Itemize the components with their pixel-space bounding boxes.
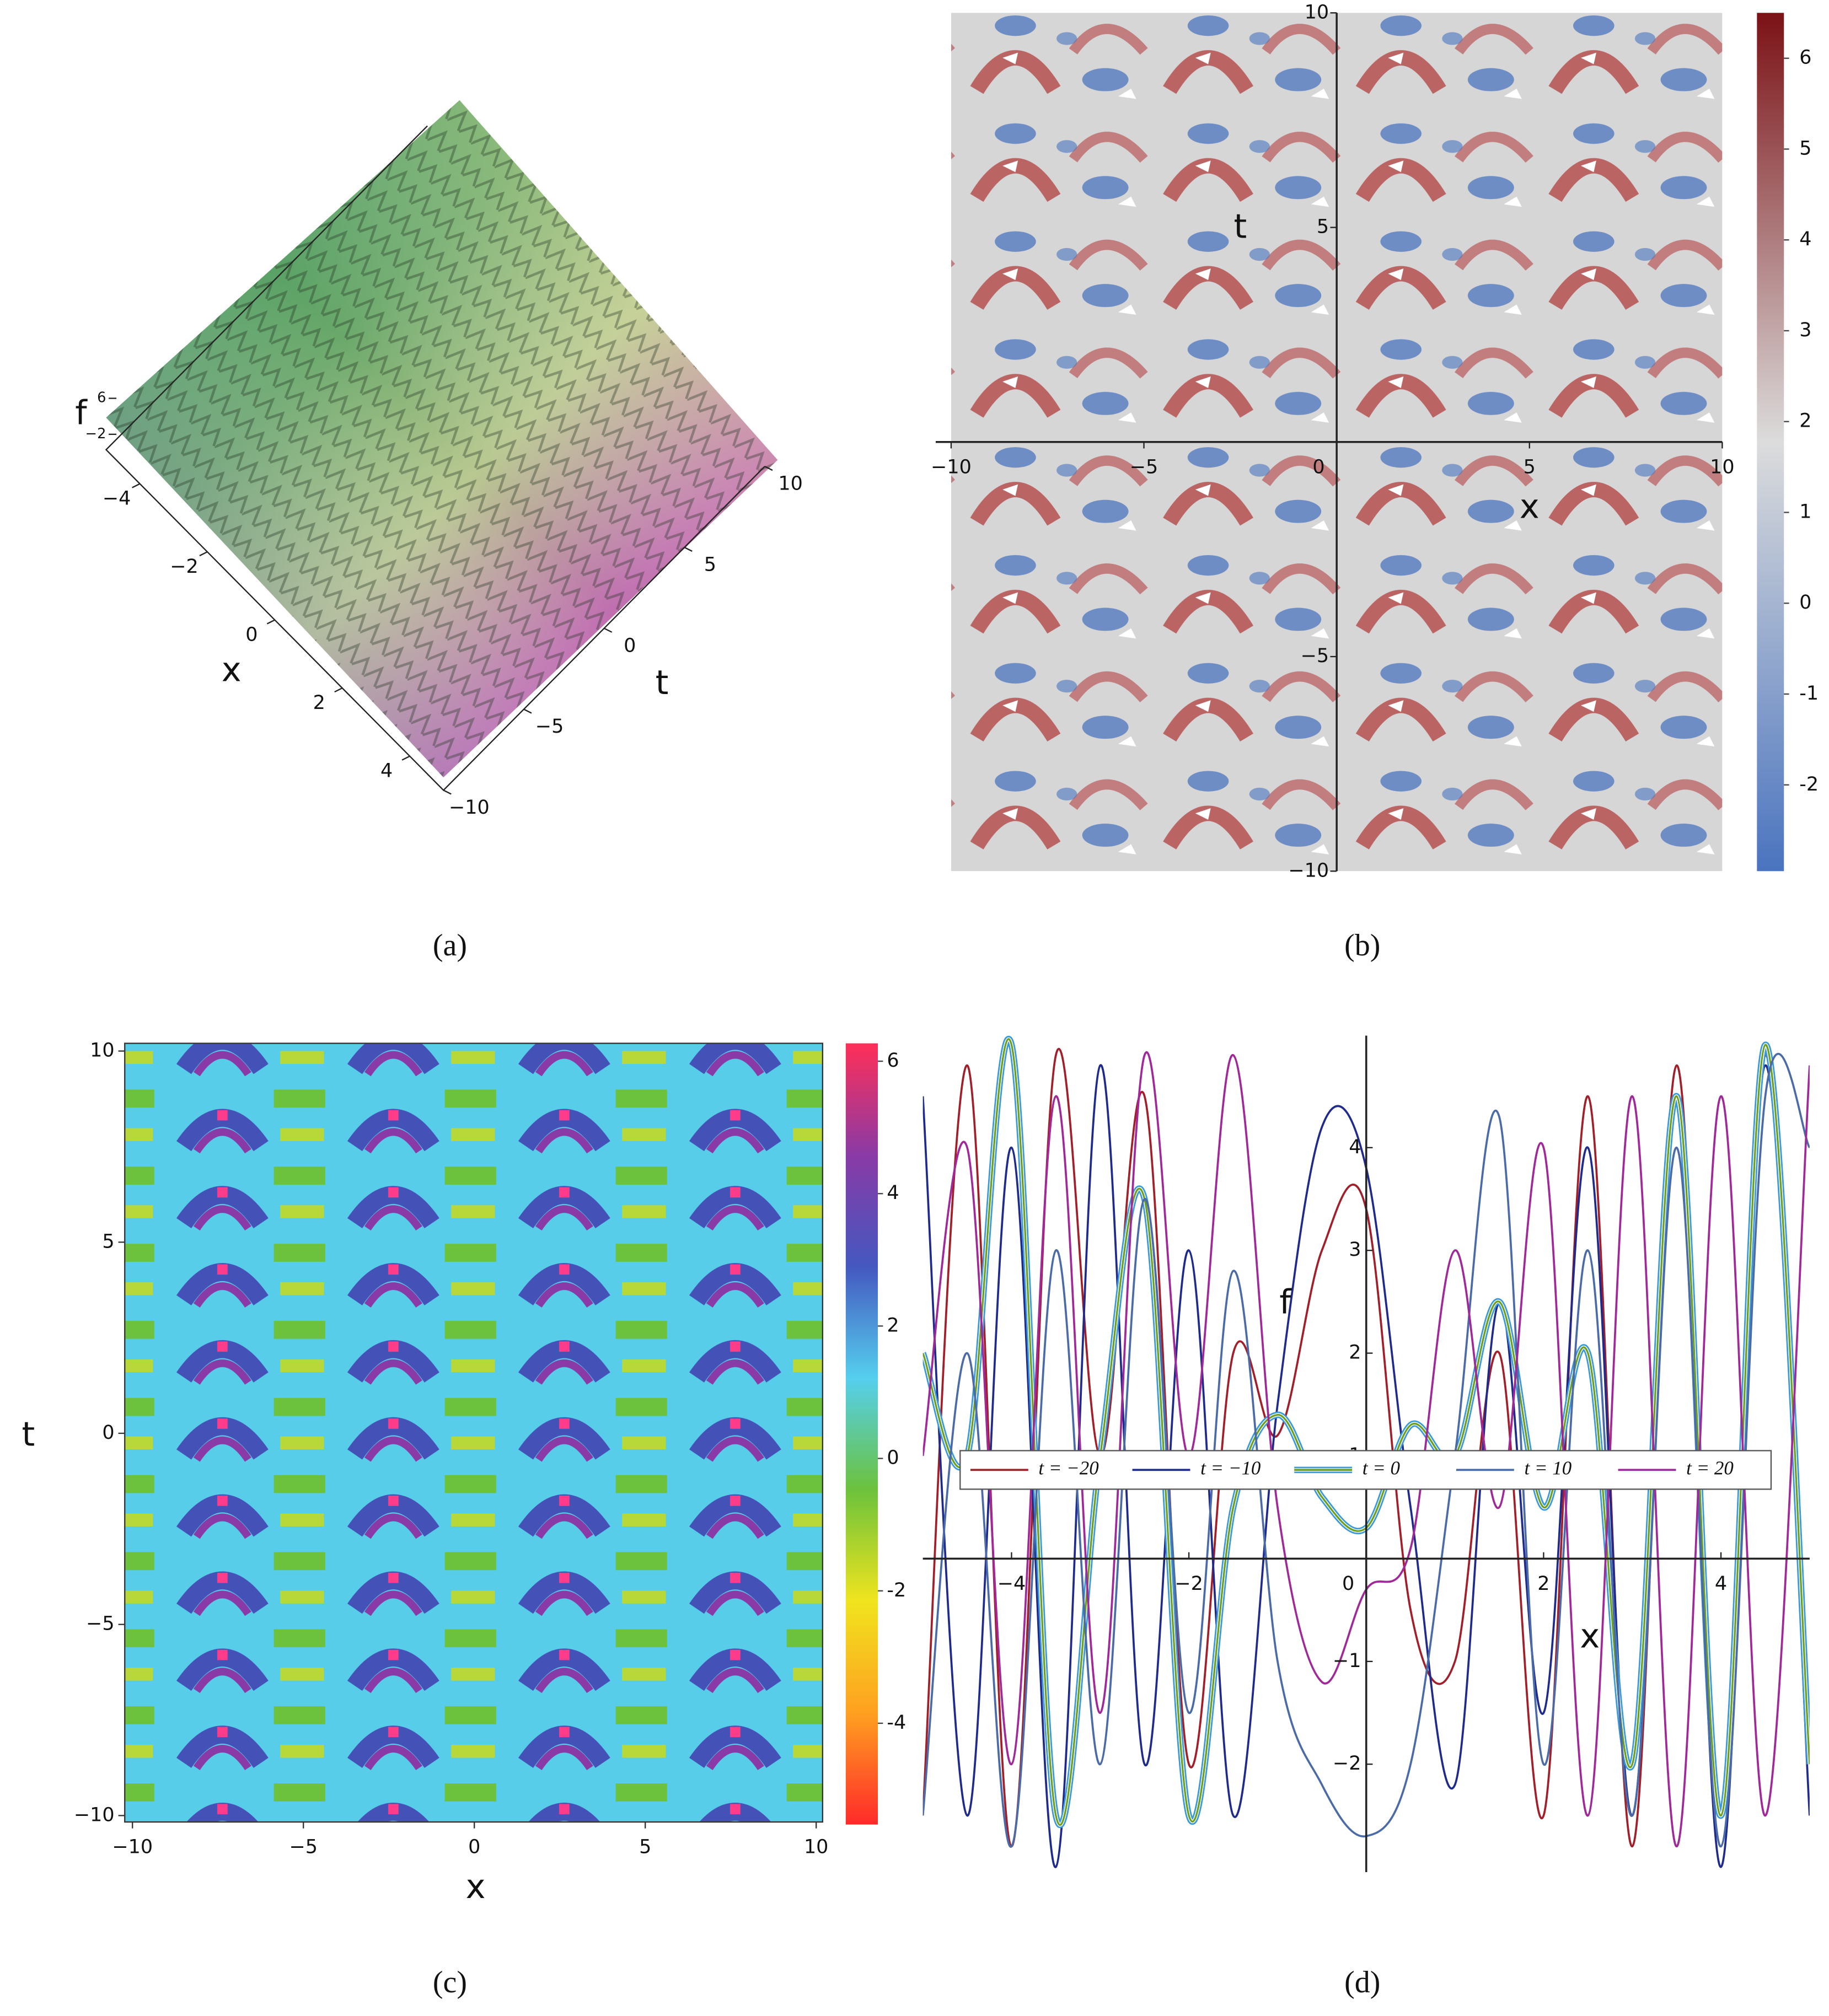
x-tick-label: 5 xyxy=(1524,456,1536,478)
colorbar-tick-label: 2 xyxy=(887,1314,899,1336)
y-tick-label: −10 xyxy=(1288,859,1329,881)
y-axis-label: t xyxy=(1233,207,1247,246)
y-tick-label: 10 xyxy=(1305,1,1329,23)
colorbar-tick-label: 2 xyxy=(1799,410,1811,432)
colorbar-tick-label: 0 xyxy=(887,1447,899,1469)
y-tick xyxy=(443,789,452,795)
x-axis-label: x xyxy=(222,651,242,690)
y-tick xyxy=(764,466,773,471)
z-tick-label: 6 xyxy=(97,390,106,406)
colorbar-tick-label: 6 xyxy=(887,1050,899,1072)
y-tick-label: 5 xyxy=(704,554,716,576)
x-tick-label: 10 xyxy=(804,1836,828,1858)
x-tick xyxy=(266,619,275,625)
y-tick-label: 0 xyxy=(624,635,636,657)
x-tick-label: −10 xyxy=(112,1836,153,1858)
y-tick-label: 5 xyxy=(1317,216,1329,238)
colorbar-tick-label: -4 xyxy=(887,1712,906,1734)
y-tick-label: 10 xyxy=(778,473,802,495)
caption: (c) xyxy=(433,1965,467,1999)
y-tick xyxy=(684,546,693,552)
caption: (b) xyxy=(1344,928,1380,963)
x-tick-label: −10 xyxy=(931,456,972,478)
x-tick-label: 4 xyxy=(380,760,393,782)
y-tick-label: −10 xyxy=(449,797,490,819)
x-tick xyxy=(199,551,208,557)
colorbar xyxy=(1757,13,1784,872)
y-tick-label: 5 xyxy=(102,1230,114,1252)
y-tick-label: −5 xyxy=(86,1613,115,1635)
legend-box xyxy=(959,1450,1772,1490)
x-tick-label: −5 xyxy=(1130,456,1158,478)
y-tick-label: −5 xyxy=(535,716,564,738)
x-tick-label: 5 xyxy=(639,1836,651,1858)
series-line xyxy=(922,1052,1810,1848)
caption: (d) xyxy=(1344,1965,1380,1999)
x-tick-label: 2 xyxy=(313,692,325,714)
y-tick-label: 4 xyxy=(1349,1136,1361,1158)
colorbar-tick-label: 5 xyxy=(1799,137,1811,159)
y-tick-label: −5 xyxy=(1301,645,1329,667)
x-axis-label: x xyxy=(466,1868,486,1906)
x-tick-label: −4 xyxy=(103,488,131,510)
x-tick-label: −2 xyxy=(1174,1573,1203,1595)
y-tick-label: 0 xyxy=(102,1422,114,1444)
x-tick xyxy=(334,687,343,693)
x-axis-label: x xyxy=(1520,488,1540,526)
colorbar-tick-label: -2 xyxy=(1799,773,1819,795)
colorbar-tick-label: 1 xyxy=(1799,501,1811,523)
colorbar-tick-label: 0 xyxy=(1799,592,1811,614)
y-axis-label: t xyxy=(22,1415,35,1454)
colorbar-tick-label: -2 xyxy=(887,1579,906,1601)
z-axis-label: f xyxy=(75,394,88,432)
x-tick-label: −5 xyxy=(289,1836,318,1858)
colorbar-tick-label: 4 xyxy=(1799,228,1811,250)
x-axis-label: x xyxy=(1580,1617,1600,1655)
x-tick-label: −2 xyxy=(170,556,199,578)
y-tick-label: 10 xyxy=(90,1040,114,1062)
x-tick-label: 0 xyxy=(1342,1573,1354,1595)
y-tick-label: 3 xyxy=(1349,1239,1361,1261)
y-axis-label: t xyxy=(656,664,669,702)
z-tick-label: −2 xyxy=(85,426,106,442)
y-tick-label: −1 xyxy=(1333,1650,1361,1672)
y-tick-label: 2 xyxy=(1349,1342,1361,1364)
colorbar-tick-label: -1 xyxy=(1799,682,1819,705)
x-tick-label: 2 xyxy=(1537,1573,1549,1595)
colorbar-tick-label: 6 xyxy=(1799,47,1811,69)
x-tick-label: 0 xyxy=(245,624,258,646)
x-tick-label: −4 xyxy=(997,1573,1026,1595)
legend: t = −20 t = −10 t = 0 t = 10 t = 20 xyxy=(959,1450,1772,1490)
colorbar-tick-label: 4 xyxy=(887,1182,899,1204)
x-tick xyxy=(132,483,141,488)
legend-label: t = 10 xyxy=(1524,1457,1571,1479)
legend-label: t = 20 xyxy=(1686,1457,1734,1479)
y-tick-label: −10 xyxy=(74,1804,115,1826)
colorbar-tick-label: 3 xyxy=(1799,319,1811,341)
density-field xyxy=(125,1043,823,1823)
x-tick-label: 4 xyxy=(1715,1573,1727,1595)
x-tick xyxy=(401,755,410,761)
legend-label: t = −20 xyxy=(1038,1457,1099,1479)
series-line xyxy=(922,1051,1810,1848)
legend-label: t = −10 xyxy=(1200,1457,1261,1479)
x-tick-label: 0 xyxy=(468,1836,480,1858)
y-tick xyxy=(523,708,532,714)
colorbar xyxy=(845,1043,878,1825)
caption: (a) xyxy=(433,928,467,963)
y-axis-label: f xyxy=(1279,1283,1292,1321)
surface-texture xyxy=(106,100,778,778)
x-tick-label: 0 xyxy=(1312,456,1324,478)
y-tick xyxy=(604,627,613,633)
legend-label: t = 0 xyxy=(1363,1457,1401,1479)
x-tick-label: 10 xyxy=(1710,456,1734,478)
y-tick-label: −2 xyxy=(1333,1752,1361,1775)
